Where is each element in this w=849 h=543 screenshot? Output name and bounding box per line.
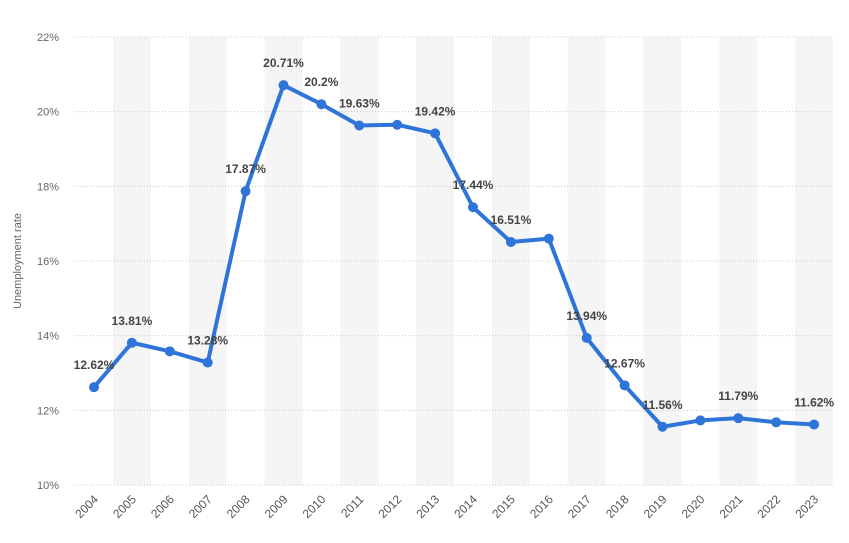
data-point [733, 413, 744, 424]
y-tick-label: 14% [37, 331, 59, 343]
x-tick-label: 2022 [755, 492, 784, 521]
data-label: 19.63% [339, 96, 380, 110]
data-point [695, 415, 706, 426]
data-point [240, 186, 251, 197]
data-label: 13.94% [566, 309, 607, 323]
data-label: 11.62% [794, 396, 834, 410]
series-line [92, 83, 817, 429]
column-band [112, 37, 151, 485]
data-point [581, 332, 592, 343]
data-label: 17.44% [453, 178, 494, 192]
data-point [430, 128, 441, 139]
x-tick-label: 2010 [300, 492, 329, 521]
x-tick-label: 2011 [338, 492, 366, 520]
x-tick-label: 2012 [376, 492, 405, 521]
data-label: 20.2% [304, 75, 338, 89]
data-point [809, 419, 820, 430]
x-axis-ticks: 2004 2005 2006 2007 2008 2009 2010 2011 2012 2013… [72, 492, 821, 521]
x-tick-label: 2019 [641, 492, 670, 521]
x-tick-label: 2006 [148, 492, 177, 521]
y-tick-label: 22% [37, 32, 59, 44]
data-label: 19.42% [415, 104, 456, 118]
y-axis-ticks: 10% 12% 14% 16% 18% 20% 22% [37, 32, 59, 492]
x-tick-label: 2005 [110, 492, 139, 521]
data-label: 11.79% [718, 389, 758, 403]
x-tick-label: 2018 [603, 492, 632, 521]
data-point [468, 202, 478, 213]
data-point [392, 119, 403, 130]
y-tick-label: 20% [37, 107, 59, 119]
data-point [89, 382, 99, 393]
data-label: 17.87% [225, 162, 266, 176]
grid-lines [75, 36, 833, 486]
x-tick-label: 2020 [679, 492, 708, 521]
y-axis-title: Unemployment rate [12, 213, 24, 309]
data-point [619, 380, 630, 391]
data-point [771, 417, 782, 428]
data-labels: 12.62% 13.81% 13.28% 17.87% 20.71%20.2%19.63… [74, 56, 835, 412]
x-tick-label: 2017 [565, 492, 594, 521]
x-tick-label: 2004 [72, 492, 101, 521]
x-tick-label: 2013 [413, 492, 442, 521]
x-tick-label: 2007 [186, 492, 215, 521]
y-tick-label: 10% [37, 480, 59, 492]
column-band [567, 37, 606, 485]
x-tick-label: 2015 [489, 492, 518, 521]
column-band [795, 37, 834, 485]
data-point [543, 233, 554, 244]
data-label: 12.62% [74, 358, 115, 372]
data-label: 13.28% [187, 334, 228, 348]
data-label: 16.51% [491, 213, 532, 227]
x-tick-label: 2023 [792, 492, 821, 521]
data-point [278, 80, 289, 91]
data-label: 12.67% [604, 356, 645, 370]
x-tick-label: 2009 [262, 492, 291, 521]
data-point [316, 99, 327, 110]
x-tick-label: 2021 [717, 492, 746, 521]
data-point [505, 236, 516, 247]
x-tick-label: 2016 [527, 492, 556, 521]
y-tick-label: 12% [37, 405, 59, 417]
data-point [164, 346, 175, 357]
x-tick-label: 2014 [451, 492, 480, 521]
data-label: 13.81% [112, 314, 153, 328]
y-tick-label: 16% [37, 256, 59, 268]
data-point [657, 421, 668, 432]
data-point [202, 357, 213, 368]
data-label: 20.71% [263, 56, 304, 70]
column-band [340, 37, 379, 485]
x-tick-label: 2008 [224, 492, 253, 521]
data-point [126, 337, 137, 348]
y-tick-label: 18% [37, 181, 59, 193]
data-point [354, 120, 365, 131]
data-label: 11.56% [642, 398, 682, 412]
series-group [89, 80, 820, 432]
